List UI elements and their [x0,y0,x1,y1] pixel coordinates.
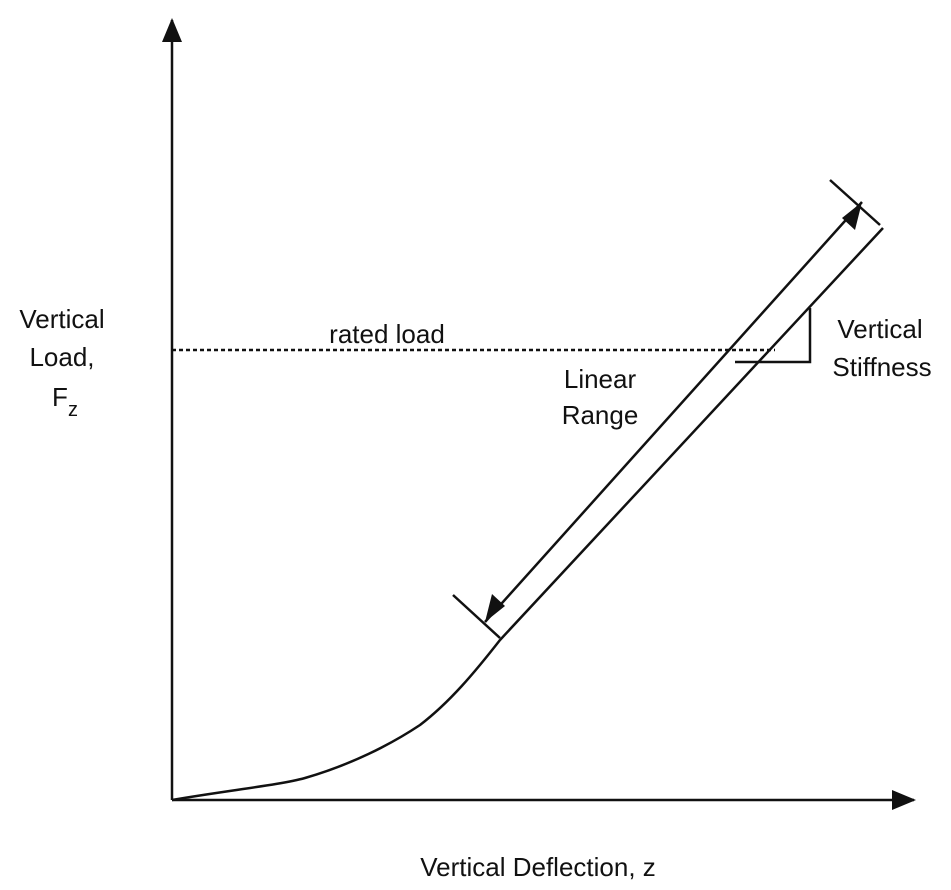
y-axis-label: Vertical [19,304,104,334]
stiffness-label: Stiffness [832,352,931,382]
x-axis-label: Vertical Deflection, z [420,852,656,882]
load-curve [171,227,884,802]
range-end-bar [452,594,501,639]
rated-load-label: rated load [329,319,445,349]
stiffness-label: Vertical [837,314,922,344]
linear-range-label: Range [562,400,639,430]
y-axis-label: Load, [29,342,94,372]
arrow-head [485,594,505,622]
y-axis-symbol: F [52,382,68,412]
range-arrow [484,201,863,623]
stiffness-triangle [735,308,812,364]
arrow-head [842,202,862,230]
range-end-bar [829,179,881,226]
y-axis-subscript: z [68,399,78,421]
linear-range-label: Linear [564,364,637,394]
